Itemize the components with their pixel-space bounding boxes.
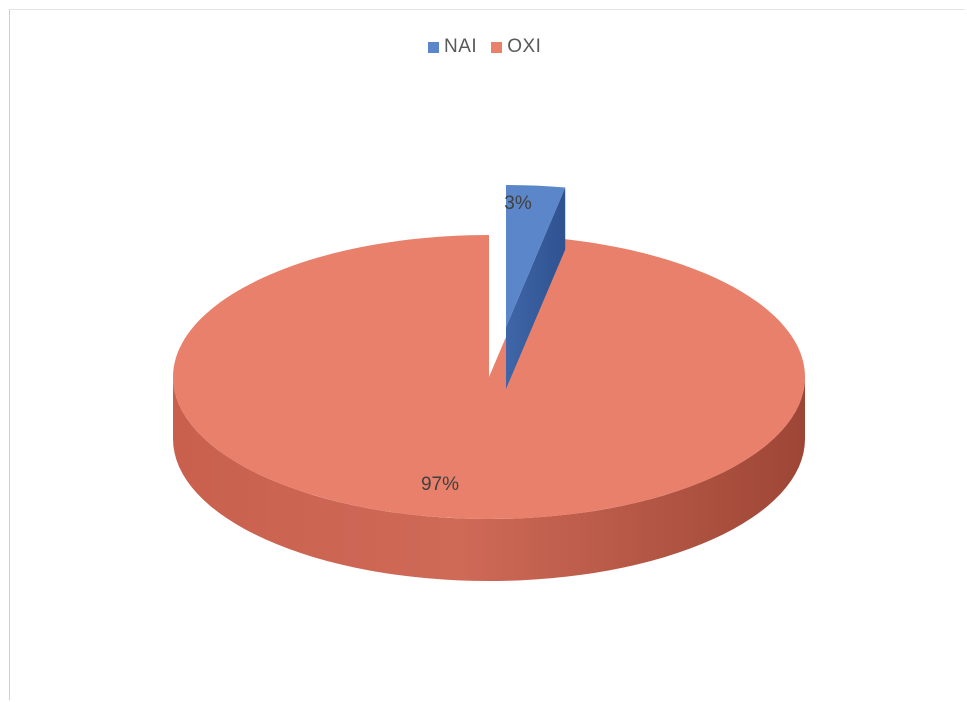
legend-swatch-oxi (491, 41, 503, 53)
pie-layer (172, 185, 805, 581)
label-layer: 3% 97% (421, 193, 532, 495)
legend-swatch-nai (428, 41, 439, 53)
legend-label-oxi: OXI (507, 36, 542, 57)
chart-legend: NAI OXI (428, 36, 541, 58)
data-label-nai: 3% (504, 193, 532, 214)
data-label-oxi: 97% (421, 474, 459, 495)
legend-item-oxi: OXI (491, 36, 541, 58)
slice-nai-side (506, 187, 566, 389)
legend-item-nai: NAI (428, 36, 477, 58)
slice-oxi (172, 235, 805, 519)
legend-label-nai: NAI (444, 36, 478, 57)
slice-nai (506, 185, 566, 327)
slice-oxi-side (173, 377, 805, 581)
